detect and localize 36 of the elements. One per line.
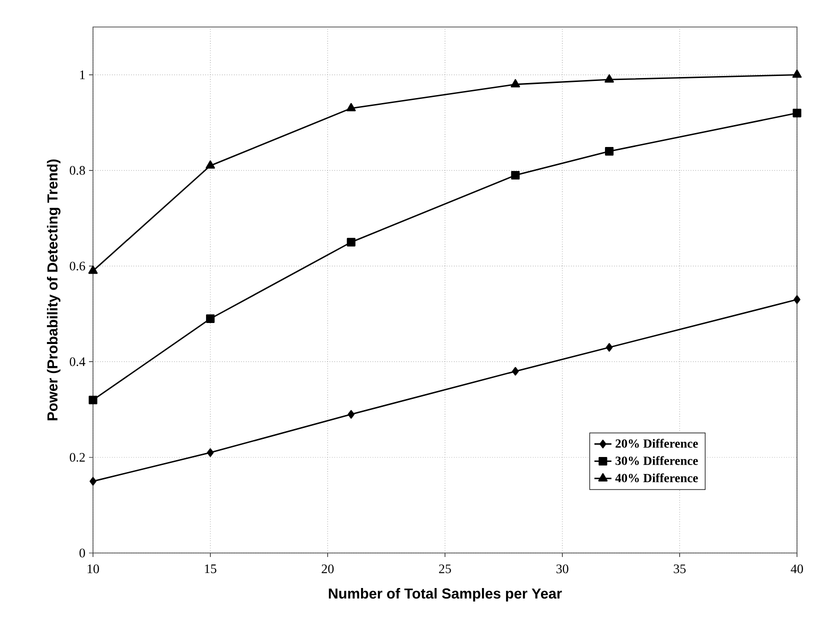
point xyxy=(88,396,98,404)
y-tick-label: 0.2 xyxy=(70,452,85,462)
x-tick-label: 20 xyxy=(322,564,334,574)
point xyxy=(346,238,356,246)
x-axis-title: Number of Total Samples per Year xyxy=(328,588,562,602)
x-tick-label: 40 xyxy=(790,564,803,574)
y-tick-label: 1 xyxy=(80,70,85,80)
point xyxy=(510,79,520,88)
x-tick-label: 35 xyxy=(674,564,686,574)
y-tick-label: 0.8 xyxy=(70,166,86,175)
x-tick-label: 30 xyxy=(556,564,568,574)
point xyxy=(206,160,216,169)
y-tick-label: 0.6 xyxy=(70,262,86,270)
point xyxy=(90,476,96,486)
point xyxy=(511,170,520,180)
legend-label: 30% Difference xyxy=(616,456,698,466)
point xyxy=(792,70,802,78)
point xyxy=(792,108,802,118)
point xyxy=(206,314,215,323)
y-tick-label: 0 xyxy=(80,548,86,558)
point xyxy=(206,448,214,457)
point xyxy=(88,266,98,274)
point xyxy=(512,367,519,376)
y-axis-title: Power (Probability of Detecting Trend) xyxy=(46,159,60,420)
x-tick-label: 10 xyxy=(88,564,99,574)
point xyxy=(346,103,356,112)
point xyxy=(348,410,355,419)
y-tick-label: 0.4 xyxy=(70,357,86,366)
x-tick-label: 25 xyxy=(439,564,451,574)
x-tick-label: 15 xyxy=(205,564,216,574)
point xyxy=(794,295,800,304)
point xyxy=(606,343,613,352)
point xyxy=(604,147,614,156)
legend-label: 20% Difference xyxy=(616,438,698,448)
legend-label: 40% Difference xyxy=(615,473,698,482)
point xyxy=(604,74,614,83)
